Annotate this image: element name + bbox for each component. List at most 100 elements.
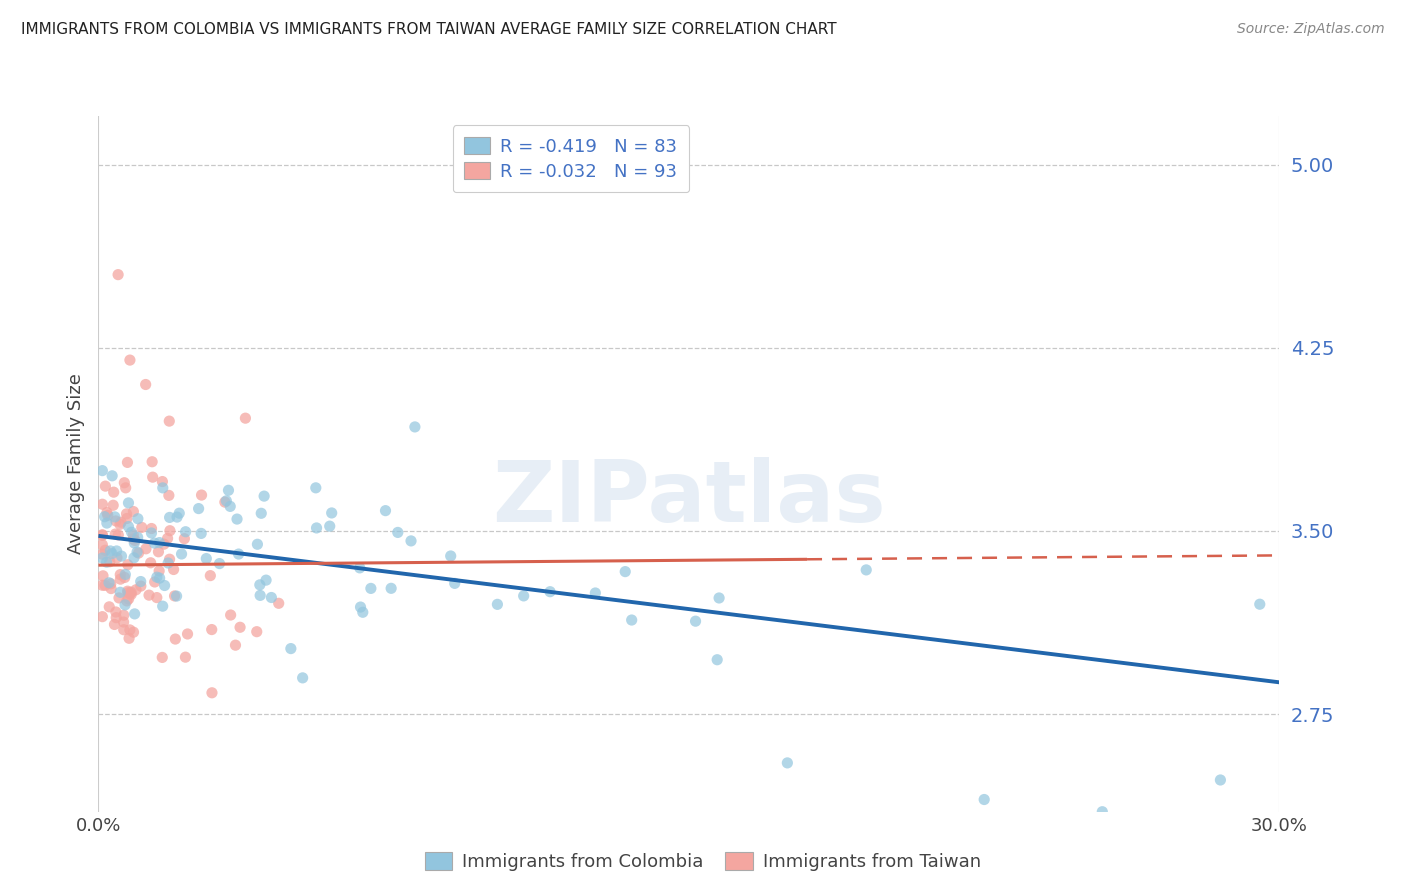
Point — [246, 624, 269, 639]
Point — [118, 623, 141, 637]
Point — [250, 506, 273, 520]
Point — [122, 532, 145, 546]
Point — [291, 671, 314, 685]
Point — [121, 525, 143, 540]
Point — [114, 481, 136, 495]
Point — [117, 496, 139, 510]
Point — [118, 353, 141, 368]
Point — [105, 544, 128, 558]
Point — [101, 547, 124, 561]
Point — [112, 623, 135, 637]
Point — [166, 589, 188, 603]
Point — [110, 567, 132, 582]
Point — [159, 552, 181, 566]
Point — [122, 528, 145, 542]
Point — [219, 607, 242, 622]
Point — [93, 509, 115, 524]
Point — [122, 504, 145, 518]
Point — [1091, 805, 1114, 819]
Point — [107, 528, 129, 542]
Point — [157, 414, 180, 428]
Text: Source: ZipAtlas.com: Source: ZipAtlas.com — [1237, 22, 1385, 37]
Point — [139, 556, 162, 570]
Point — [138, 588, 160, 602]
Point — [122, 550, 145, 565]
Point — [1209, 772, 1232, 787]
Point — [146, 570, 169, 584]
Point — [135, 541, 157, 556]
Point — [91, 578, 114, 592]
Point — [100, 576, 122, 591]
Point — [105, 550, 128, 565]
Point — [120, 587, 142, 601]
Point — [170, 547, 193, 561]
Point — [776, 756, 799, 770]
Point — [131, 520, 153, 534]
Point — [260, 591, 283, 605]
Point — [120, 586, 142, 600]
Point — [91, 528, 114, 542]
Point — [152, 475, 174, 489]
Point — [404, 420, 426, 434]
Point — [149, 571, 172, 585]
Point — [235, 411, 257, 425]
Y-axis label: Average Family Size: Average Family Size — [66, 374, 84, 554]
Point — [117, 585, 139, 599]
Point — [229, 620, 252, 634]
Point — [486, 598, 509, 612]
Point — [162, 562, 184, 576]
Point — [246, 537, 269, 551]
Point — [620, 613, 643, 627]
Point — [706, 653, 728, 667]
Legend: Immigrants from Colombia, Immigrants from Taiwan: Immigrants from Colombia, Immigrants fro… — [418, 846, 988, 879]
Point — [128, 546, 150, 560]
Point — [208, 557, 231, 571]
Point — [399, 533, 422, 548]
Point — [146, 591, 169, 605]
Point — [148, 545, 170, 559]
Point — [305, 521, 328, 535]
Point — [148, 535, 170, 549]
Point — [254, 573, 277, 587]
Point — [127, 530, 149, 544]
Point — [127, 512, 149, 526]
Point — [174, 524, 197, 539]
Point — [135, 377, 157, 392]
Point — [142, 470, 165, 484]
Point — [157, 556, 180, 570]
Point — [176, 627, 198, 641]
Point — [112, 475, 135, 490]
Point — [117, 455, 139, 469]
Point — [173, 532, 195, 546]
Point — [108, 517, 131, 532]
Point — [374, 503, 396, 517]
Point — [96, 555, 118, 569]
Point — [159, 524, 181, 538]
Point — [110, 585, 132, 599]
Point — [110, 572, 132, 586]
Point — [201, 686, 224, 700]
Point — [91, 528, 114, 542]
Text: IMMIGRANTS FROM COLOMBIA VS IMMIGRANTS FROM TAIWAN AVERAGE FAMILY SIZE CORRELATI: IMMIGRANTS FROM COLOMBIA VS IMMIGRANTS F… — [21, 22, 837, 37]
Point — [94, 543, 117, 558]
Point — [114, 567, 136, 582]
Point — [707, 591, 730, 605]
Point — [187, 501, 209, 516]
Point — [96, 516, 118, 530]
Point — [117, 519, 139, 533]
Point — [228, 547, 250, 561]
Point — [103, 498, 125, 512]
Point — [148, 564, 170, 578]
Point — [103, 485, 125, 500]
Point — [129, 574, 152, 589]
Point — [112, 615, 135, 629]
Point — [583, 586, 606, 600]
Point — [141, 455, 163, 469]
Point — [118, 632, 141, 646]
Point — [108, 591, 131, 605]
Point — [380, 582, 402, 596]
Point — [217, 483, 239, 498]
Point — [253, 489, 276, 503]
Point — [91, 497, 114, 511]
Point — [157, 488, 180, 502]
